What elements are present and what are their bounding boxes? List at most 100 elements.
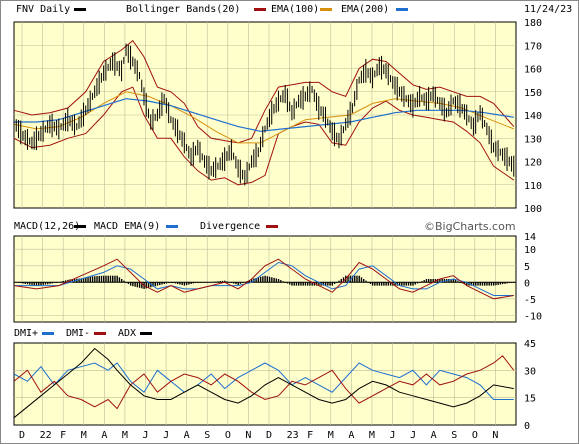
divergence-bar	[495, 282, 497, 286]
divergence-bar	[327, 282, 329, 286]
divergence-bar	[259, 276, 262, 283]
divergence-bar	[181, 282, 183, 286]
divergence-bar	[172, 282, 174, 283]
divergence-bar	[42, 282, 44, 285]
divergence-bar	[414, 282, 416, 285]
dmi-panel: DMI+ DMI- ADX 45 30 15 0 D 22 F M A M J J A S O N D 23 F M…	[13, 328, 536, 441]
divergence-bar	[100, 275, 103, 283]
divergence-bar	[470, 282, 472, 286]
divergence-bar	[78, 278, 80, 283]
divergence-bar	[29, 282, 31, 285]
divergence-bar	[58, 281, 60, 283]
divergence-bar	[221, 280, 224, 283]
divergence-bar	[33, 282, 35, 286]
y-tick-label: 170	[524, 41, 542, 52]
legend-adx-swatch	[140, 332, 152, 335]
divergence-bar	[510, 282, 513, 283]
divergence-bar	[412, 282, 414, 286]
y-tick-label: -10	[524, 311, 542, 322]
divergence-bar	[141, 282, 143, 289]
divergence-bar	[228, 282, 230, 283]
divergence-bar	[13, 281, 15, 283]
divergence-bar	[423, 280, 425, 283]
divergence-bar	[266, 276, 269, 283]
dmi-y-axis: 45 30 15 0	[524, 339, 536, 432]
divergence-bar	[421, 281, 423, 283]
x-tick-label: 22	[40, 430, 52, 441]
divergence-bar	[376, 282, 378, 286]
symbol-label: FNV Daily	[16, 4, 70, 15]
divergence-bar	[188, 282, 190, 285]
x-tick-label: A	[101, 430, 107, 441]
price-y-axis: 180 170 160 150 140 130 120 110 100	[524, 18, 542, 215]
divergence-bar	[405, 282, 407, 286]
divergence-bar	[239, 282, 242, 284]
divergence-bar	[219, 281, 221, 283]
divergence-bar	[262, 276, 264, 283]
legend-macd-ema-swatch	[166, 225, 178, 228]
watermark: ©BigCharts.com	[424, 220, 516, 233]
macd-panel: MACD(12,26) MACD EMA(9) Divergence 14 10 5…	[13, 221, 542, 323]
divergence-bar	[194, 282, 197, 283]
divergence-bar	[367, 282, 369, 283]
divergence-bar	[286, 282, 289, 284]
y-tick-label: 100	[524, 204, 542, 215]
divergence-bar	[49, 282, 51, 284]
divergence-bar	[280, 280, 282, 283]
legend-dmi-minus-swatch	[94, 332, 106, 335]
x-tick-label: M	[369, 430, 375, 441]
y-tick-label: 10	[524, 245, 536, 256]
divergence-bar	[105, 275, 107, 283]
y-tick-label: -5	[524, 295, 536, 306]
divergence-bar	[443, 279, 446, 283]
y-tick-label: 160	[524, 65, 542, 76]
y-tick-label: 120	[524, 158, 542, 169]
x-tick-label: N	[245, 430, 251, 441]
divergence-bar	[454, 280, 457, 283]
divergence-bar	[347, 275, 349, 283]
divergence-bar	[22, 282, 24, 284]
dmi-plus-line	[13, 362, 514, 400]
ema200-line	[14, 98, 514, 132]
divergence-bar	[127, 282, 130, 284]
x-tick-label: S	[451, 430, 457, 441]
divergence-bar	[24, 282, 27, 284]
divergence-bar	[226, 281, 228, 283]
legend-ema200-swatch	[396, 8, 408, 11]
adx-line	[13, 347, 514, 419]
divergence-bar	[403, 282, 405, 286]
legend-macd-swatch	[74, 225, 86, 228]
divergence-bar	[103, 275, 105, 283]
divergence-bar	[371, 282, 374, 286]
divergence-bar	[179, 282, 181, 285]
divergence-bar	[210, 281, 213, 283]
divergence-bar	[71, 279, 74, 283]
divergence-bar	[358, 275, 360, 283]
divergence-bar	[311, 282, 313, 286]
x-tick-label: F	[60, 430, 66, 441]
divergence-bar	[64, 280, 67, 283]
divergence-bar	[398, 282, 401, 286]
divergence-bar	[87, 277, 89, 283]
divergence-bar	[291, 282, 293, 286]
divergence-bar	[47, 282, 49, 285]
divergence-bar	[170, 282, 172, 283]
divergence-bar	[134, 282, 136, 287]
x-tick-label: O	[225, 430, 231, 441]
divergence-bar	[91, 276, 94, 283]
divergence-bar	[394, 282, 396, 286]
divergence-bar	[159, 282, 161, 286]
divergence-bar	[38, 282, 40, 286]
divergence-bar	[293, 282, 295, 286]
divergence-bar	[472, 282, 475, 286]
divergence-bar	[40, 282, 42, 286]
divergence-bar	[499, 282, 502, 285]
divergence-bar	[273, 277, 275, 283]
divergence-bar	[304, 282, 307, 286]
divergence-bar	[201, 282, 204, 283]
divergence-bar	[197, 282, 199, 283]
divergence-bar	[432, 279, 434, 283]
divergence-bar	[475, 282, 477, 286]
divergence-bar	[508, 282, 511, 284]
